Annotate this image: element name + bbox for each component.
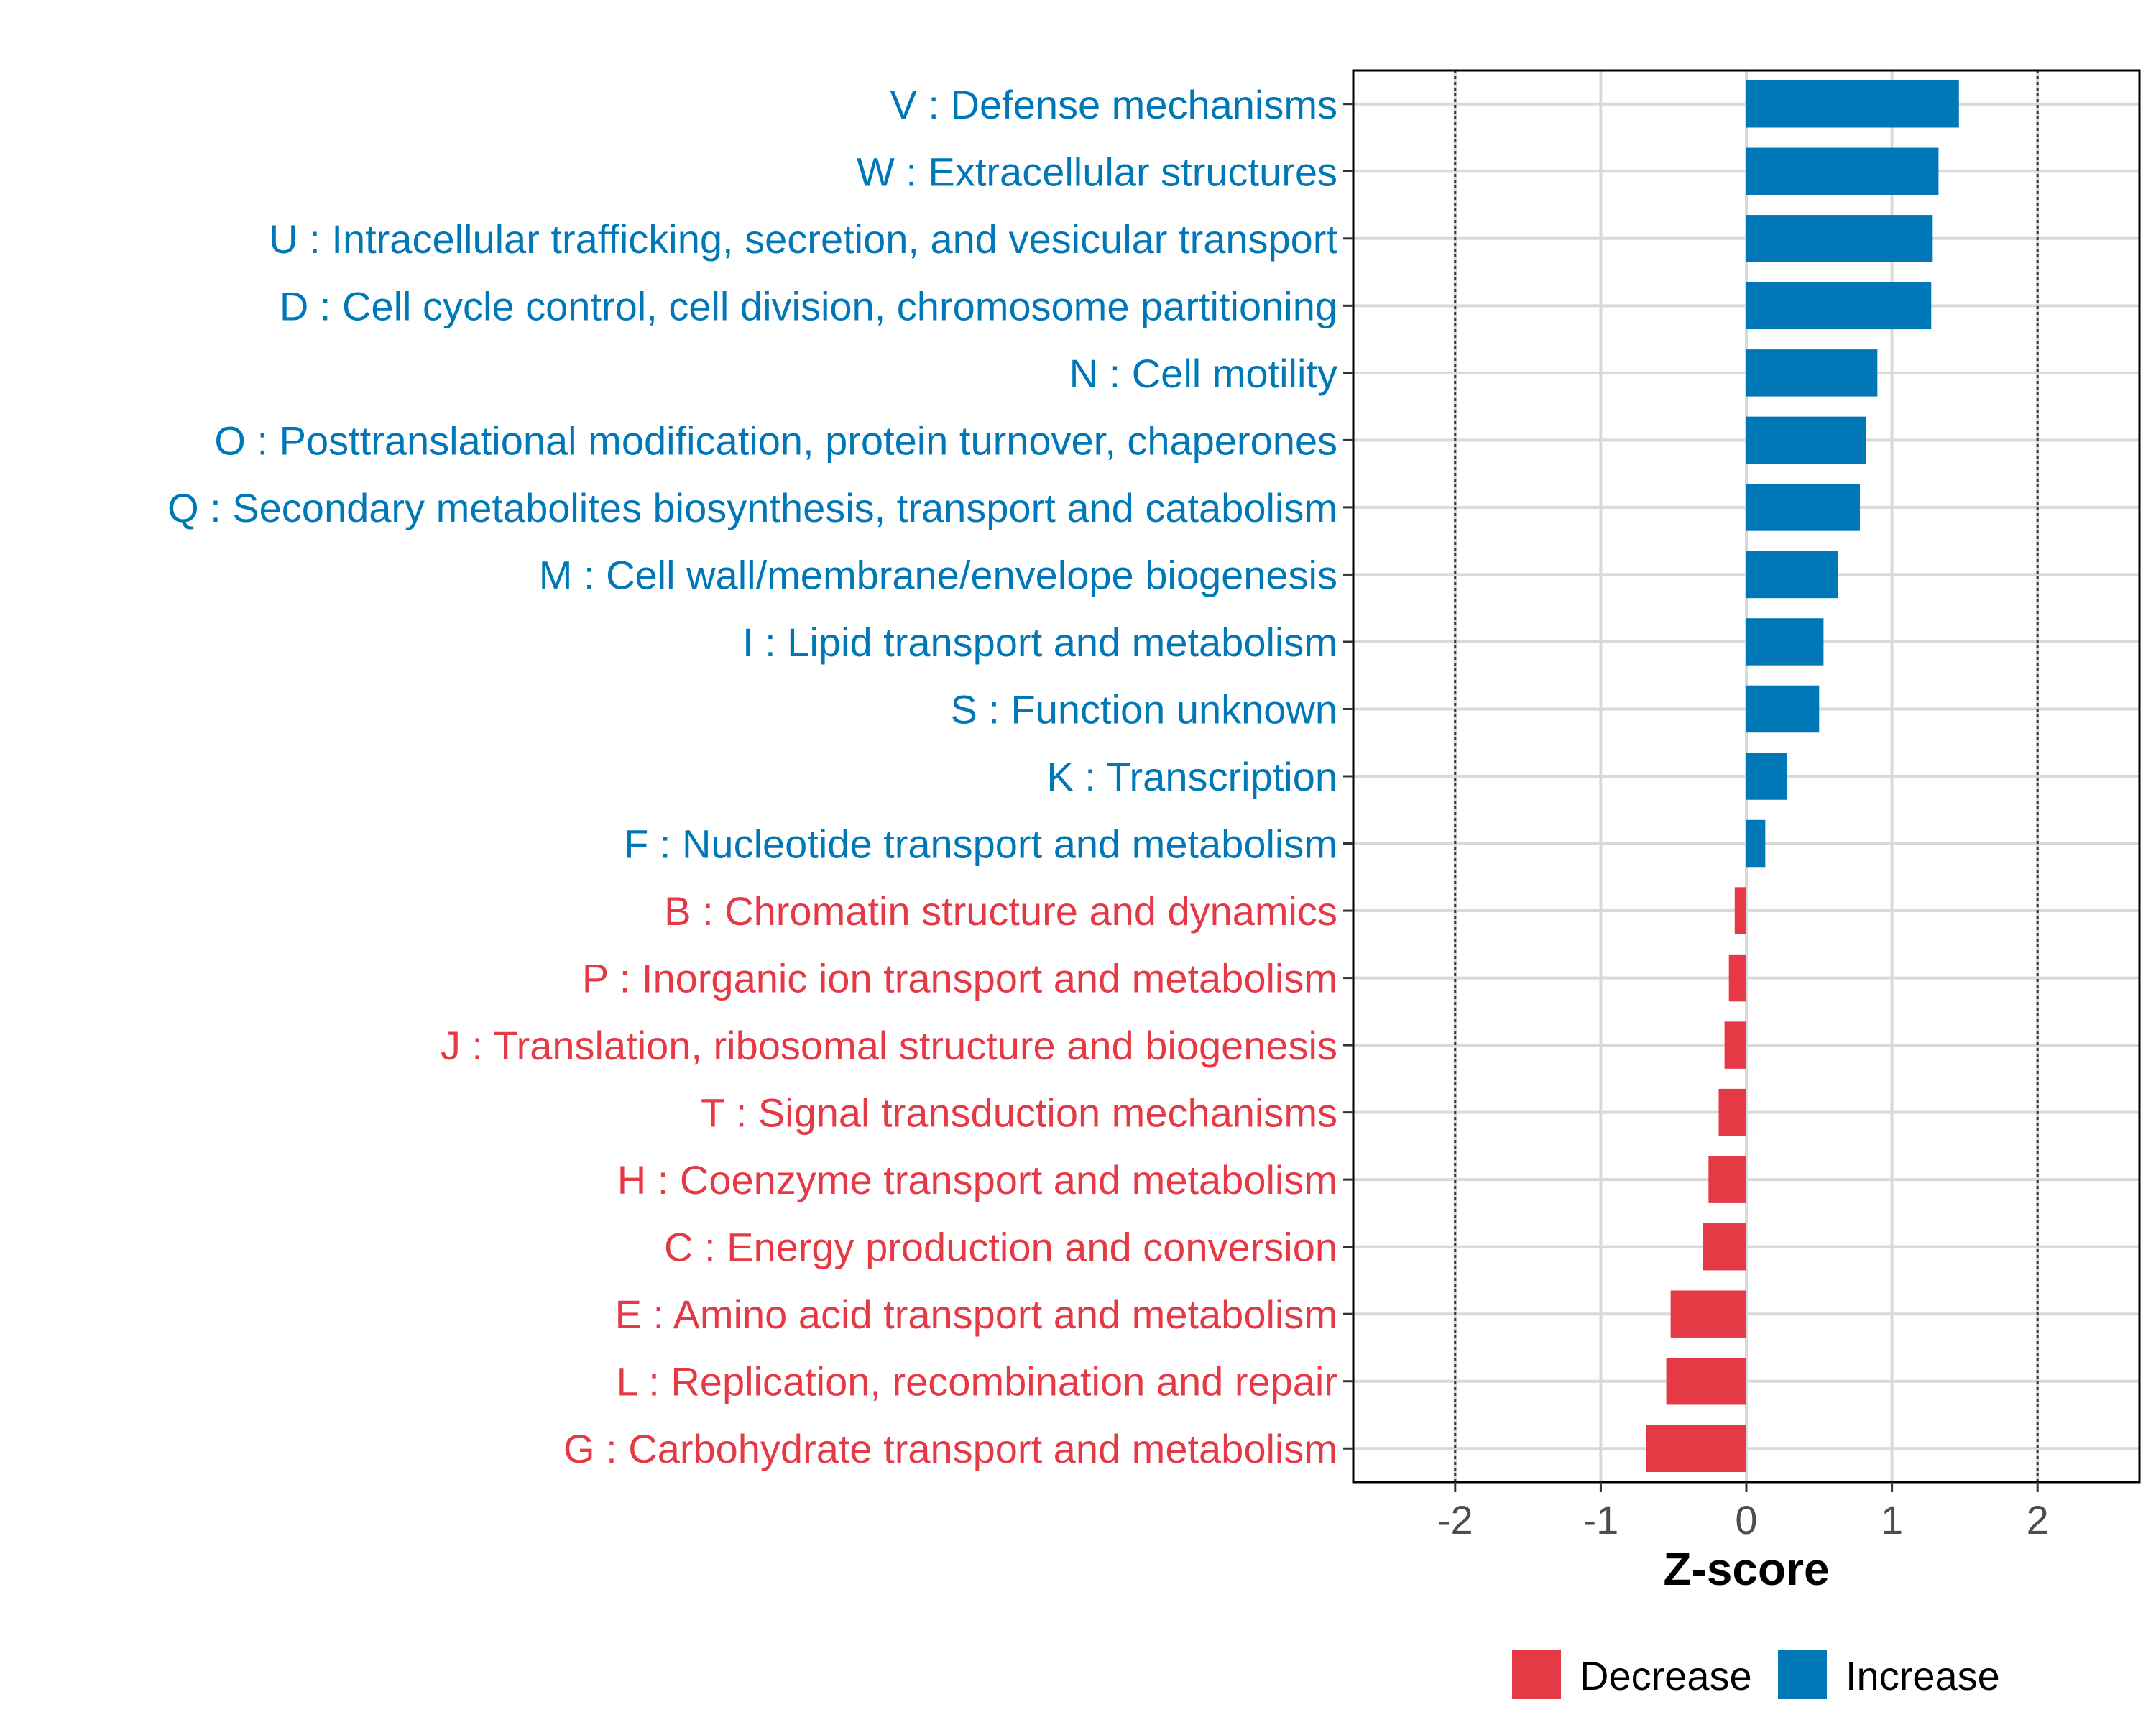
x-tick-label: -1 (1583, 1497, 1619, 1542)
category-label: H : Coenzyme transport and metabolism (617, 1157, 1337, 1202)
bar-q (1746, 484, 1861, 531)
bar-f (1746, 819, 1766, 868)
x-axis-title: Z-score (1663, 1543, 1829, 1595)
bar-o (1746, 416, 1866, 464)
legend-label-increase: Increase (1846, 1653, 2000, 1698)
legend-key-decrease (1512, 1650, 1561, 1699)
bar-w (1746, 147, 1939, 196)
bar-m (1746, 551, 1838, 599)
category-label: O : Posttranslational modification, prot… (214, 418, 1337, 463)
bar-u (1746, 215, 1933, 262)
category-label: Q : Secondary metabolites biosynthesis, … (167, 485, 1337, 530)
bar-c (1703, 1223, 1746, 1271)
bar-g (1646, 1425, 1746, 1472)
category-label: U : Intracellular trafficking, secretion… (269, 216, 1337, 262)
category-label: P : Inorganic ion transport and metaboli… (582, 956, 1337, 1001)
bar-k (1746, 753, 1787, 800)
category-label: G : Carbohydrate transport and metabolis… (563, 1426, 1337, 1471)
legend-label-decrease: Decrease (1580, 1653, 1752, 1698)
x-axis-tick-labels: -2 -1 0 1 2 (1437, 1497, 2049, 1542)
bars (1646, 80, 1959, 1472)
y-axis-ticks (1343, 103, 1353, 1450)
bar-t (1718, 1088, 1746, 1136)
category-label: B : Chromatin structure and dynamics (664, 888, 1337, 934)
category-label: J : Translation, ribosomal structure and… (441, 1023, 1337, 1068)
bar-v (1746, 80, 1959, 128)
category-label: F : Nucleotide transport and metabolism (624, 822, 1337, 867)
category-label: E : Amino acid transport and metabolism (615, 1292, 1337, 1337)
category-label: K : Transcription (1046, 754, 1337, 799)
legend-key-increase (1778, 1650, 1827, 1699)
x-tick-label: 0 (1735, 1497, 1757, 1542)
category-label: L : Replication, recombination and repai… (617, 1359, 1337, 1404)
bar-b (1734, 887, 1746, 934)
category-label: D : Cell cycle control, cell division, c… (280, 283, 1337, 328)
x-tick-label: -2 (1437, 1497, 1473, 1542)
category-label: S : Function unknown (950, 686, 1337, 732)
bar-h (1708, 1156, 1746, 1203)
category-label: C : Energy production and conversion (664, 1225, 1337, 1270)
bar-s (1746, 685, 1820, 733)
bar-p (1728, 954, 1746, 1002)
bar-l (1666, 1357, 1746, 1405)
x-axis-ticks (1454, 1482, 2039, 1492)
category-label: I : Lipid transport and metabolism (742, 620, 1337, 665)
bar-i (1746, 618, 1824, 666)
legend: Decrease Increase (1512, 1650, 2000, 1699)
category-label: N : Cell motility (1069, 351, 1337, 396)
category-label: M : Cell wall/membrane/envelope biogenes… (539, 552, 1337, 597)
category-label: W : Extracellular structures (857, 149, 1337, 194)
bar-e (1670, 1290, 1746, 1338)
bar-d (1746, 282, 1932, 330)
category-label: T : Signal transduction mechanisms (701, 1090, 1337, 1136)
category-label: V : Defense mechanisms (890, 82, 1337, 127)
bar-n (1746, 349, 1878, 397)
bar-j (1724, 1021, 1746, 1069)
y-axis-category-labels: V : Defense mechanisms W : Extracellular … (167, 82, 1337, 1471)
x-tick-label: 1 (1881, 1497, 1903, 1542)
x-tick-label: 2 (2027, 1497, 2049, 1542)
